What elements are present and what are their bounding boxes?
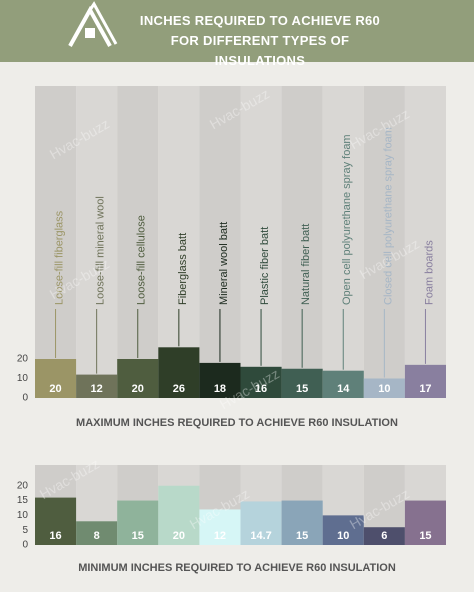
value-label: 26 <box>173 383 185 395</box>
value-label: 10 <box>378 383 390 395</box>
bar <box>76 521 118 545</box>
category-label: Loose-fill fiberglass <box>53 210 65 305</box>
bar <box>158 347 200 398</box>
bar <box>363 378 405 398</box>
value-label: 14 <box>337 383 350 395</box>
category-label: Mineral wool batt <box>218 222 230 305</box>
y-tick-label: 20 <box>17 354 29 365</box>
bar <box>322 370 364 398</box>
value-label: 15 <box>296 530 308 542</box>
y-tick-label: 10 <box>17 373 29 384</box>
category-label: Loose-fill mineral wool <box>95 196 107 305</box>
bar <box>35 497 77 545</box>
chart-subtitle: MAXIMUM INCHES REQUIRED TO ACHIEVE R60 I… <box>76 417 398 429</box>
bar <box>404 500 446 545</box>
logo-window <box>85 28 95 38</box>
bar <box>117 359 159 398</box>
bar <box>281 368 323 398</box>
value-label: 14.7 <box>250 530 271 542</box>
category-label: Plastic fiber batt <box>259 227 271 305</box>
value-label: 18 <box>214 383 226 395</box>
value-label: 15 <box>419 530 431 542</box>
value-label: 17 <box>419 383 431 395</box>
category-label: Foam boards <box>423 240 435 305</box>
bar <box>322 515 364 545</box>
value-label: 20 <box>173 530 185 542</box>
value-label: 15 <box>132 530 144 542</box>
chart-subtitle: MINIMUM INCHES REQUIRED TO ACHIEVE R60 I… <box>78 562 396 574</box>
bar <box>117 500 159 545</box>
category-label: Closed cell polyurethane spray foam <box>382 127 394 305</box>
bar <box>363 527 405 545</box>
bar <box>240 501 282 545</box>
bar <box>281 500 323 545</box>
bar <box>158 485 200 545</box>
category-label: Loose-fill cellulose <box>136 215 148 305</box>
value-label: 16 <box>255 383 267 395</box>
bar <box>199 509 241 545</box>
category-label: Open cell polyurethane spray foam <box>341 134 353 305</box>
y-tick-label: 20 <box>17 480 29 491</box>
value-label: 16 <box>49 530 61 542</box>
value-label: 10 <box>337 530 349 542</box>
logo <box>68 1 118 47</box>
bar <box>76 374 118 398</box>
bar <box>404 364 446 398</box>
value-label: 12 <box>91 383 103 395</box>
category-label: Fiberglass batt <box>177 233 189 305</box>
bar <box>240 366 282 398</box>
value-label: 12 <box>214 530 226 542</box>
value-label: 8 <box>94 530 100 542</box>
bar <box>199 362 241 398</box>
title: INCHES REQUIRED TO ACHIEVE R60 FOR DIFFE… <box>139 13 381 68</box>
value-label: 20 <box>132 383 144 395</box>
logo-roof-line <box>88 1 118 45</box>
value-label: 15 <box>296 383 308 395</box>
value-label: 20 <box>49 383 61 395</box>
y-tick-label: 15 <box>17 495 29 506</box>
y-tick-label: 0 <box>22 393 28 404</box>
y-tick-label: 0 <box>22 540 28 551</box>
header: INCHES REQUIRED TO ACHIEVE R60 FOR DIFFE… <box>0 0 474 68</box>
value-label: 6 <box>381 530 387 542</box>
bar <box>35 359 77 398</box>
y-tick-label: 5 <box>22 525 28 536</box>
y-tick-label: 10 <box>17 510 29 521</box>
category-label: Natural fiber batt <box>300 224 312 305</box>
